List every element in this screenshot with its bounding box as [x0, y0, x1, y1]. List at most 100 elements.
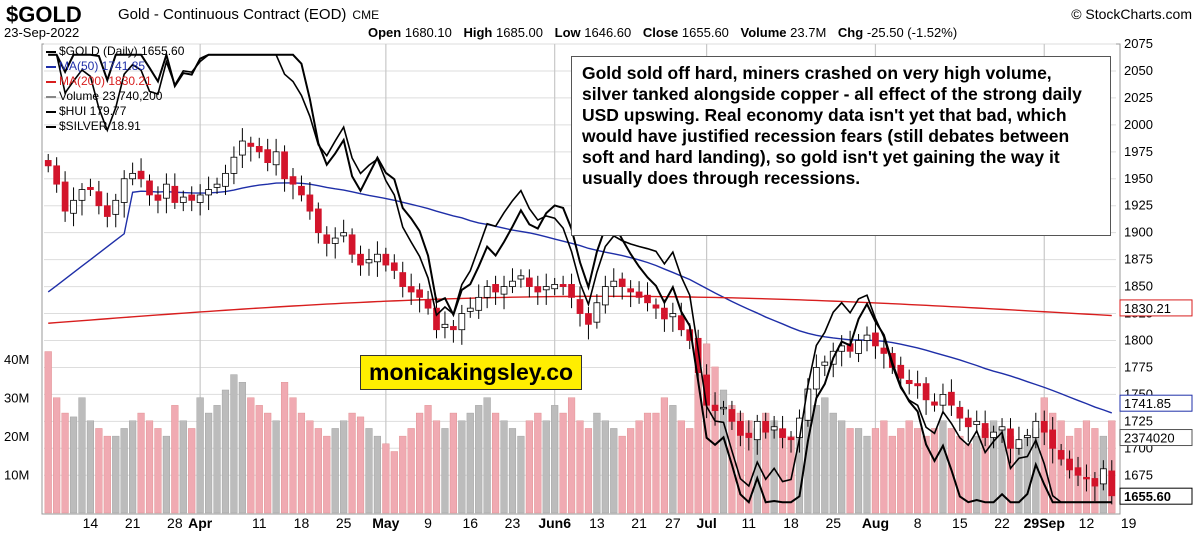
x-tick-label: 15 [952, 515, 968, 531]
volume-bar [205, 412, 213, 514]
volume-bar [930, 428, 939, 514]
price-tick-label: 1875 [1124, 252, 1153, 267]
candle-body [196, 194, 204, 203]
candle-body [433, 307, 440, 331]
volume-bar [340, 420, 348, 514]
volume-bar [601, 420, 609, 514]
candle-body [711, 404, 719, 411]
candle-body [762, 420, 770, 433]
x-tick-label: 21 [125, 515, 141, 531]
volume-bar [145, 420, 154, 514]
candle-body [787, 437, 795, 441]
candle-body [956, 406, 964, 419]
legend-ma200: MA(200) 1830.21 [46, 74, 184, 89]
legend-silver: $SILVER 18.91 [46, 119, 184, 134]
candle-body [1015, 439, 1023, 449]
volume-bar [686, 428, 694, 514]
volume-bar [449, 412, 457, 514]
legend-gold-swatch [46, 50, 56, 53]
volume-bar [441, 428, 449, 514]
volume-bar [373, 435, 381, 514]
candle-body [120, 178, 128, 203]
candle-body [247, 142, 255, 147]
volume-bar [483, 397, 491, 514]
volume-label: Volume [740, 25, 787, 40]
x-tick-label: 8 [914, 515, 922, 531]
volume-bar [390, 451, 398, 514]
candle-body [652, 304, 660, 309]
candle-body [44, 160, 52, 167]
low-value: 1646.60 [584, 25, 632, 40]
low-label: Low [554, 25, 581, 40]
candle-body [872, 332, 879, 347]
volume-bar [990, 420, 998, 514]
legend-gold: $GOLD (Daily) 1655.60 [46, 44, 184, 59]
candle-body [87, 186, 94, 190]
legend-silver-text: $SILVER 18.91 [59, 119, 141, 133]
volume-bar [53, 397, 61, 514]
candle-body [770, 426, 778, 431]
candle-body [264, 149, 272, 163]
candle-body [914, 383, 921, 387]
candle-body [526, 277, 533, 287]
candle-body [205, 189, 212, 196]
volume-bar [230, 374, 238, 514]
legend-ma50-swatch [46, 65, 56, 68]
volume-bar [500, 420, 508, 514]
price-tick-label: 2025 [1124, 90, 1153, 105]
price-tick-label: 1950 [1124, 171, 1153, 186]
x-tick-label: May [372, 515, 399, 531]
open-value: 1680.10 [404, 25, 452, 40]
candle-body [137, 170, 145, 180]
legend-hui: $HUI 179.77 [46, 104, 184, 119]
x-tick-label: 12 [1079, 515, 1095, 531]
site-label: monicakingsley.co [360, 355, 583, 390]
volume-bar [973, 435, 981, 514]
candle-body [855, 340, 862, 354]
candle-body [298, 185, 305, 196]
volume-bars [44, 343, 1116, 514]
candle-body [348, 234, 356, 255]
close-label: Close [642, 25, 679, 40]
candle-body [61, 181, 69, 212]
candle-body [314, 208, 322, 234]
candle-body [213, 183, 221, 188]
candle-body [281, 151, 288, 180]
stockcharts-credit[interactable]: © StockCharts.com [1071, 6, 1192, 22]
candle-body [424, 299, 432, 309]
volume-bar [297, 412, 306, 514]
x-tick-label: Apr [188, 515, 213, 531]
candle-body [677, 315, 685, 331]
volume-bar [120, 428, 128, 514]
candle-body [70, 199, 77, 214]
volume-bar [221, 389, 230, 514]
volume-tick-label: 20M [4, 429, 29, 444]
price-tick-label: 1925 [1124, 198, 1153, 213]
volume-bar [1023, 435, 1031, 514]
volume-bar [922, 435, 930, 514]
legend: $GOLD (Daily) 1655.60 MA(50) 1741.85 MA(… [46, 44, 184, 134]
candle-body [812, 367, 820, 390]
price-tags: 1830.21 1741.85 2374020 1655.60 [1119, 299, 1193, 505]
candle-body [1074, 467, 1082, 476]
candle-body [331, 237, 339, 244]
x-tick-label: 18 [294, 515, 310, 531]
candle-body [458, 313, 466, 331]
volume-bar [424, 405, 432, 514]
candle-body [534, 286, 542, 293]
volume-bar [897, 428, 905, 514]
x-tick-label: 13 [589, 515, 605, 531]
legend-volume-swatch [46, 95, 56, 98]
candle-body [1057, 450, 1065, 460]
candle-body [239, 140, 246, 156]
candle-body [53, 165, 61, 185]
volume-bar [846, 428, 854, 514]
volume-bar [407, 428, 415, 514]
candle-body [576, 299, 584, 314]
candle-body [939, 394, 947, 406]
candle-body [964, 417, 972, 428]
x-tick-label: 25 [336, 515, 352, 531]
volume-bar [264, 412, 272, 514]
candle-body [990, 431, 997, 438]
volume-bar [576, 420, 584, 514]
